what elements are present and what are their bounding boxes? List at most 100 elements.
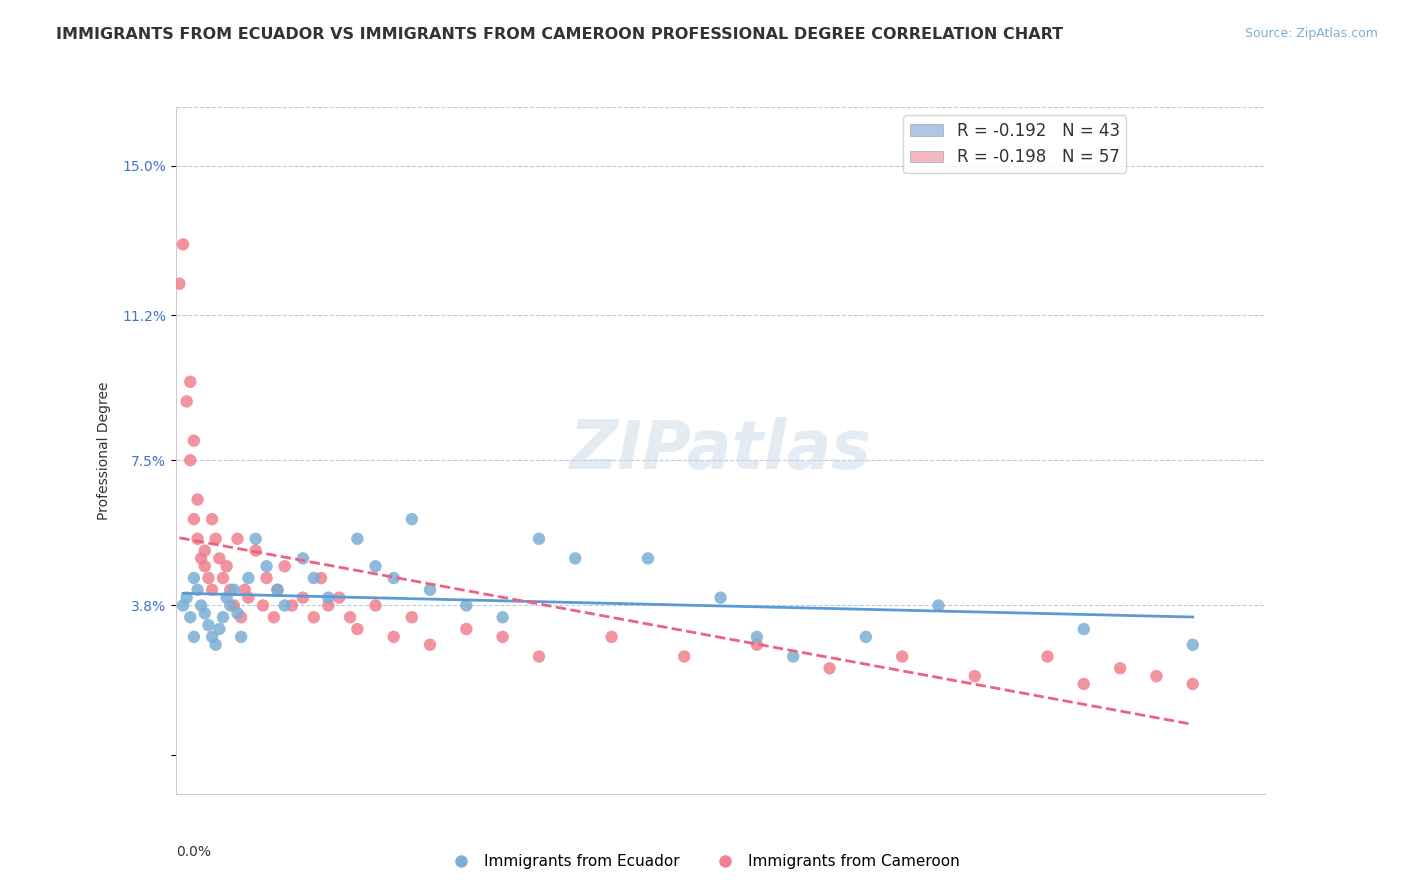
Point [302, 571, 325, 585]
Point [745, 638, 768, 652]
Point [710, 591, 733, 605]
Point [179, 375, 201, 389]
Legend: Immigrants from Ecuador, Immigrants from Cameroon: Immigrants from Ecuador, Immigrants from… [440, 848, 966, 875]
Point [190, 599, 212, 613]
Point [492, 630, 515, 644]
Point [266, 582, 288, 597]
Point [183, 630, 205, 644]
Point [291, 551, 314, 566]
Point [382, 630, 405, 644]
Point [419, 638, 441, 652]
Point [274, 559, 297, 574]
Point [1181, 677, 1204, 691]
Point [222, 582, 245, 597]
Point [263, 610, 285, 624]
Point [891, 649, 914, 664]
Point [194, 607, 217, 621]
Text: 0.0%: 0.0% [176, 846, 211, 859]
Point [1146, 669, 1168, 683]
Point [208, 622, 231, 636]
Point [266, 582, 288, 597]
Point [600, 630, 623, 644]
Point [222, 599, 245, 613]
Text: ZIPatlas: ZIPatlas [569, 417, 872, 483]
Y-axis label: Professional Degree: Professional Degree [97, 381, 111, 520]
Point [197, 571, 219, 585]
Point [456, 622, 478, 636]
Point [318, 599, 340, 613]
Point [212, 610, 235, 624]
Point [818, 661, 841, 675]
Point [318, 591, 340, 605]
Point [256, 559, 278, 574]
Point [527, 532, 550, 546]
Point [215, 591, 238, 605]
Point [238, 591, 260, 605]
Point [219, 599, 242, 613]
Point [401, 610, 423, 624]
Point [204, 638, 226, 652]
Point [456, 599, 478, 613]
Point [226, 532, 249, 546]
Point [302, 610, 325, 624]
Point [201, 512, 224, 526]
Point [176, 394, 198, 409]
Point [346, 622, 368, 636]
Point [204, 532, 226, 546]
Point [274, 599, 297, 613]
Point [963, 669, 986, 683]
Point [194, 559, 217, 574]
Point [212, 571, 235, 585]
Point [637, 551, 659, 566]
Point [176, 591, 198, 605]
Point [208, 551, 231, 566]
Point [364, 559, 387, 574]
Point [186, 582, 209, 597]
Point [364, 599, 387, 613]
Point [197, 618, 219, 632]
Point [564, 551, 586, 566]
Text: IMMIGRANTS FROM ECUADOR VS IMMIGRANTS FROM CAMEROON PROFESSIONAL DEGREE CORRELAT: IMMIGRANTS FROM ECUADOR VS IMMIGRANTS FR… [56, 27, 1063, 42]
Point [1036, 649, 1059, 664]
Point [201, 630, 224, 644]
Point [401, 512, 423, 526]
Point [256, 571, 278, 585]
Point [339, 610, 361, 624]
Point [172, 599, 194, 613]
Point [1073, 677, 1095, 691]
Point [231, 630, 253, 644]
Point [238, 571, 260, 585]
Point [179, 453, 201, 467]
Point [186, 532, 209, 546]
Point [186, 492, 209, 507]
Point [231, 610, 253, 624]
Point [252, 599, 274, 613]
Text: Source: ZipAtlas.com: Source: ZipAtlas.com [1244, 27, 1378, 40]
Point [190, 551, 212, 566]
Point [169, 277, 191, 291]
Point [183, 512, 205, 526]
Point [172, 237, 194, 252]
Point [309, 571, 332, 585]
Point [281, 599, 304, 613]
Point [1073, 622, 1095, 636]
Point [328, 591, 350, 605]
Point [492, 610, 515, 624]
Point [179, 610, 201, 624]
Point [928, 599, 950, 613]
Point [1109, 661, 1132, 675]
Point [201, 582, 224, 597]
Point [1181, 638, 1204, 652]
Point [194, 543, 217, 558]
Point [527, 649, 550, 664]
Point [245, 543, 267, 558]
Point [419, 582, 441, 597]
Point [346, 532, 368, 546]
Point [183, 434, 205, 448]
Legend: R = -0.192   N = 43, R = -0.198   N = 57: R = -0.192 N = 43, R = -0.198 N = 57 [903, 115, 1126, 173]
Point [215, 559, 238, 574]
Point [233, 582, 256, 597]
Point [855, 630, 877, 644]
Point [183, 571, 205, 585]
Point [673, 649, 696, 664]
